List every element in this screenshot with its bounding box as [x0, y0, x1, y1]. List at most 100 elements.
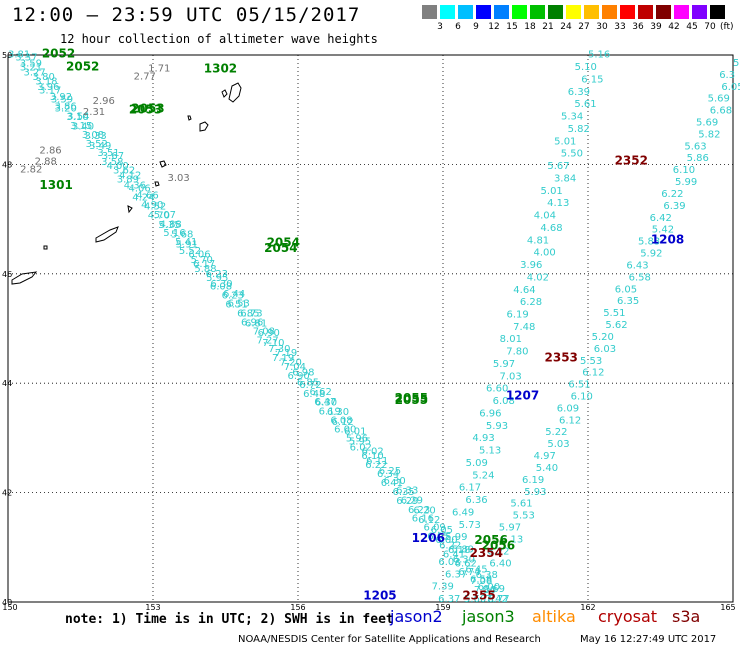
- track-b-value: 4.36: [124, 180, 146, 191]
- track-a-value: 6.08: [210, 282, 232, 293]
- pass-label: 2053: [129, 103, 162, 117]
- track-b-value: 6.30: [383, 476, 405, 487]
- track-a-value: 3.08: [82, 130, 104, 141]
- track-a-value: 6.22: [365, 460, 387, 471]
- track-b-value: 6.00: [435, 535, 457, 546]
- lon-label: 165: [720, 603, 735, 612]
- track-b-value: 3.54: [67, 112, 89, 123]
- legend-swatch: [638, 5, 653, 19]
- map-frame: [7, 54, 734, 603]
- track-c-value: 7.80: [506, 347, 528, 358]
- track-c-value: 5.73: [459, 520, 481, 531]
- track-c-value: 6.96: [479, 408, 501, 419]
- track-d-value: 6.13: [501, 534, 523, 545]
- legend-label: 21: [542, 22, 554, 32]
- track-d-value: 6.05: [615, 284, 637, 295]
- island-outline: [221, 89, 228, 98]
- satellite-jason3: jason3: [462, 607, 515, 626]
- track-a-value: 6.41: [381, 478, 403, 489]
- track-d-value: 6.05: [721, 82, 740, 93]
- track-d-value: 5.03: [547, 439, 569, 450]
- track-a-value: 6.10: [361, 451, 383, 462]
- track-b-value: 5.68: [171, 230, 193, 241]
- track-b-value: 6.12: [418, 515, 440, 526]
- track-d-value: 5.42: [652, 225, 674, 236]
- track-d-value: 6.42: [650, 213, 672, 224]
- island-outline: [199, 121, 209, 132]
- legend-swatch: [566, 5, 581, 19]
- track-a-value: 3.62: [113, 166, 135, 177]
- track-a-value: 5.95: [206, 273, 228, 284]
- track-c-value: 6.37: [445, 569, 467, 580]
- pass-label: 2053: [131, 101, 164, 115]
- track-b-value: 5.07: [154, 210, 176, 221]
- track-a-value: 6.51: [225, 300, 247, 311]
- track-a-value: 6.41: [443, 549, 465, 560]
- track-b-value: 6.45: [465, 564, 487, 575]
- track-a-value: 5.52: [179, 246, 201, 257]
- track-d-value: 6.3: [719, 70, 735, 81]
- track-b-value: 6.47: [314, 397, 336, 408]
- track-b-value: 3.80: [33, 72, 55, 83]
- track-a-value: 7.30: [474, 585, 496, 596]
- legend-label: 70: [704, 22, 716, 32]
- pass-label: 2352: [615, 153, 648, 167]
- track-a-value: 7.08: [253, 326, 275, 337]
- track-b-value: 6.77: [487, 594, 509, 605]
- island-outline: [159, 160, 167, 168]
- track-c-value: 5.67: [547, 161, 569, 172]
- gray-value: 2.31: [83, 107, 105, 118]
- track-a-value: 6.00: [334, 424, 356, 435]
- track-b-value: 6.06: [188, 249, 210, 260]
- track-c-value: 5.09: [466, 458, 488, 469]
- legend-label: 24: [560, 22, 572, 32]
- track-a-value: 6.05: [427, 532, 449, 543]
- track-a-value: 3.17: [39, 85, 61, 96]
- track-a-value: 3.27: [24, 68, 46, 79]
- track-a-value: 3.58: [101, 157, 123, 168]
- track-b-value: 3.21: [20, 62, 42, 73]
- track-a-value: 3.59: [51, 94, 73, 105]
- pass-label: 1207: [506, 389, 539, 403]
- track-a-value: 6.96: [241, 317, 263, 328]
- track-a-value: 6.02: [350, 442, 372, 453]
- track-b-value: 6.23: [206, 269, 228, 280]
- track-c-value: 4.02: [527, 272, 549, 283]
- pass-label: 1301: [39, 178, 72, 192]
- legend-label: 6: [455, 22, 461, 32]
- track-b-value: 3.40: [72, 121, 94, 132]
- track-a-value: 4.06: [128, 184, 150, 195]
- track-d-value: 6.10: [673, 165, 695, 176]
- track-a-value: 6.29: [396, 496, 418, 507]
- track-b-value: 6.53: [228, 299, 250, 310]
- track-d-value: 6.03: [594, 344, 616, 355]
- track-a-value: 6.90: [288, 371, 310, 382]
- track-d-value: 5.97: [499, 523, 521, 534]
- gray-value: 3.03: [168, 173, 190, 184]
- track-c-value: 5.50: [561, 149, 583, 160]
- track-a-value: 6.19: [319, 407, 341, 418]
- track-d-value: 5.22: [545, 427, 567, 438]
- page-title: 12:00 – 23:59 UTC 05/15/2017: [12, 4, 361, 26]
- track-c-value: 5.01: [554, 136, 576, 147]
- track-a-value: 3.52: [86, 139, 108, 150]
- track-c-value: 6.37: [438, 594, 460, 605]
- track-b-value: 4.90: [141, 200, 163, 211]
- track-b-value: 6.18: [448, 545, 470, 556]
- track-b-value: 6.44: [223, 289, 245, 300]
- track-c-value: 5.13: [479, 446, 501, 457]
- track-b-value: 6.25: [379, 466, 401, 477]
- legend-label: 39: [650, 22, 662, 32]
- lat-label: 46: [2, 270, 12, 279]
- satellite-jason2: jason2: [390, 607, 443, 626]
- track-d-value: 5.63: [684, 141, 706, 152]
- track-d-value: 5.93: [524, 487, 546, 498]
- track-a-value: 6.48: [303, 389, 325, 400]
- track-d-value: 6.38: [476, 570, 498, 581]
- track-b-value: 6.01: [344, 427, 366, 438]
- pass-label: 2052: [42, 47, 75, 61]
- legend-swatch: [440, 5, 455, 19]
- track-c-value: 5.97: [493, 359, 515, 370]
- track-c-value: 5.99: [445, 532, 467, 543]
- track-b-value: 6.90: [258, 328, 280, 339]
